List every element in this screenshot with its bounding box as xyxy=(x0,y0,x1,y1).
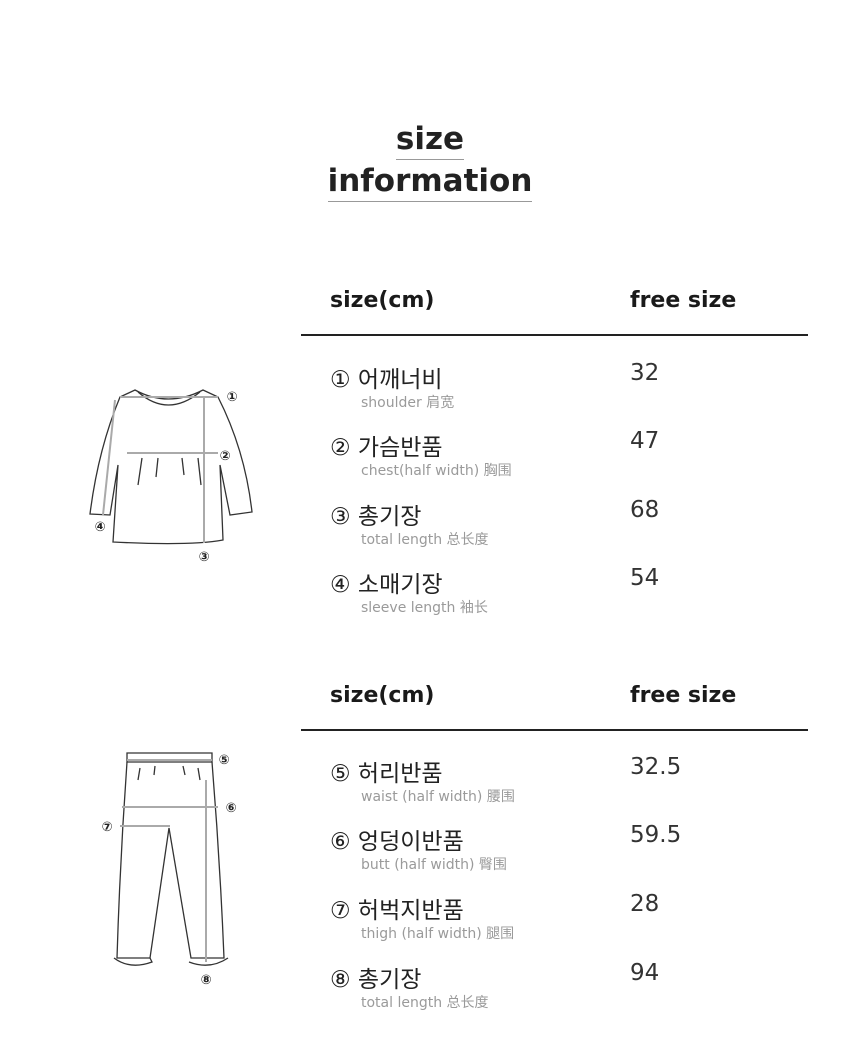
marker-4: ④ xyxy=(94,520,105,535)
table-row: ④ 소매기장 sleeve length 袖长 54 xyxy=(330,565,660,616)
table2-header-size: free size xyxy=(630,683,737,708)
title-line-1: size xyxy=(0,121,860,160)
marker-1: ① xyxy=(226,390,237,405)
table2-divider xyxy=(301,729,808,731)
marker-7: ⑦ xyxy=(101,820,112,835)
marker-8: ⑧ xyxy=(200,973,211,988)
table-row: ③ 총기장 total length 总长度 68 xyxy=(330,497,660,548)
marker-2: ② xyxy=(219,449,230,464)
table-row: ① 어깨너비 shoulder 肩宽 32 xyxy=(330,360,660,411)
top-garment-diagram: ① ② ③ ④ xyxy=(89,389,253,565)
marker-3: ③ xyxy=(198,550,209,565)
marker-5: ⑤ xyxy=(218,753,229,768)
pants-diagram: ⑤ ⑥ ⑦ ⑧ xyxy=(101,752,237,988)
table-row: ⑦ 허벅지반품 thigh (half width) 腿围 28 xyxy=(330,891,660,942)
table1-header-label: size(cm) xyxy=(330,288,435,313)
table2-header-label: size(cm) xyxy=(330,683,435,708)
table1-divider xyxy=(301,334,808,336)
table1-header-size: free size xyxy=(630,288,737,313)
table-row: ② 가슴반품 chest(half width) 胸围 47 xyxy=(330,428,660,479)
table-row: ⑥ 엉덩이반품 butt (half width) 臀围 59.5 xyxy=(330,822,682,873)
title-line-2: information xyxy=(0,163,860,202)
table-row: ⑧ 총기장 total length 总长度 94 xyxy=(330,960,660,1011)
table-row: ⑤ 허리반품 waist (half width) 腰围 32.5 xyxy=(330,754,682,805)
marker-6: ⑥ xyxy=(225,801,236,816)
